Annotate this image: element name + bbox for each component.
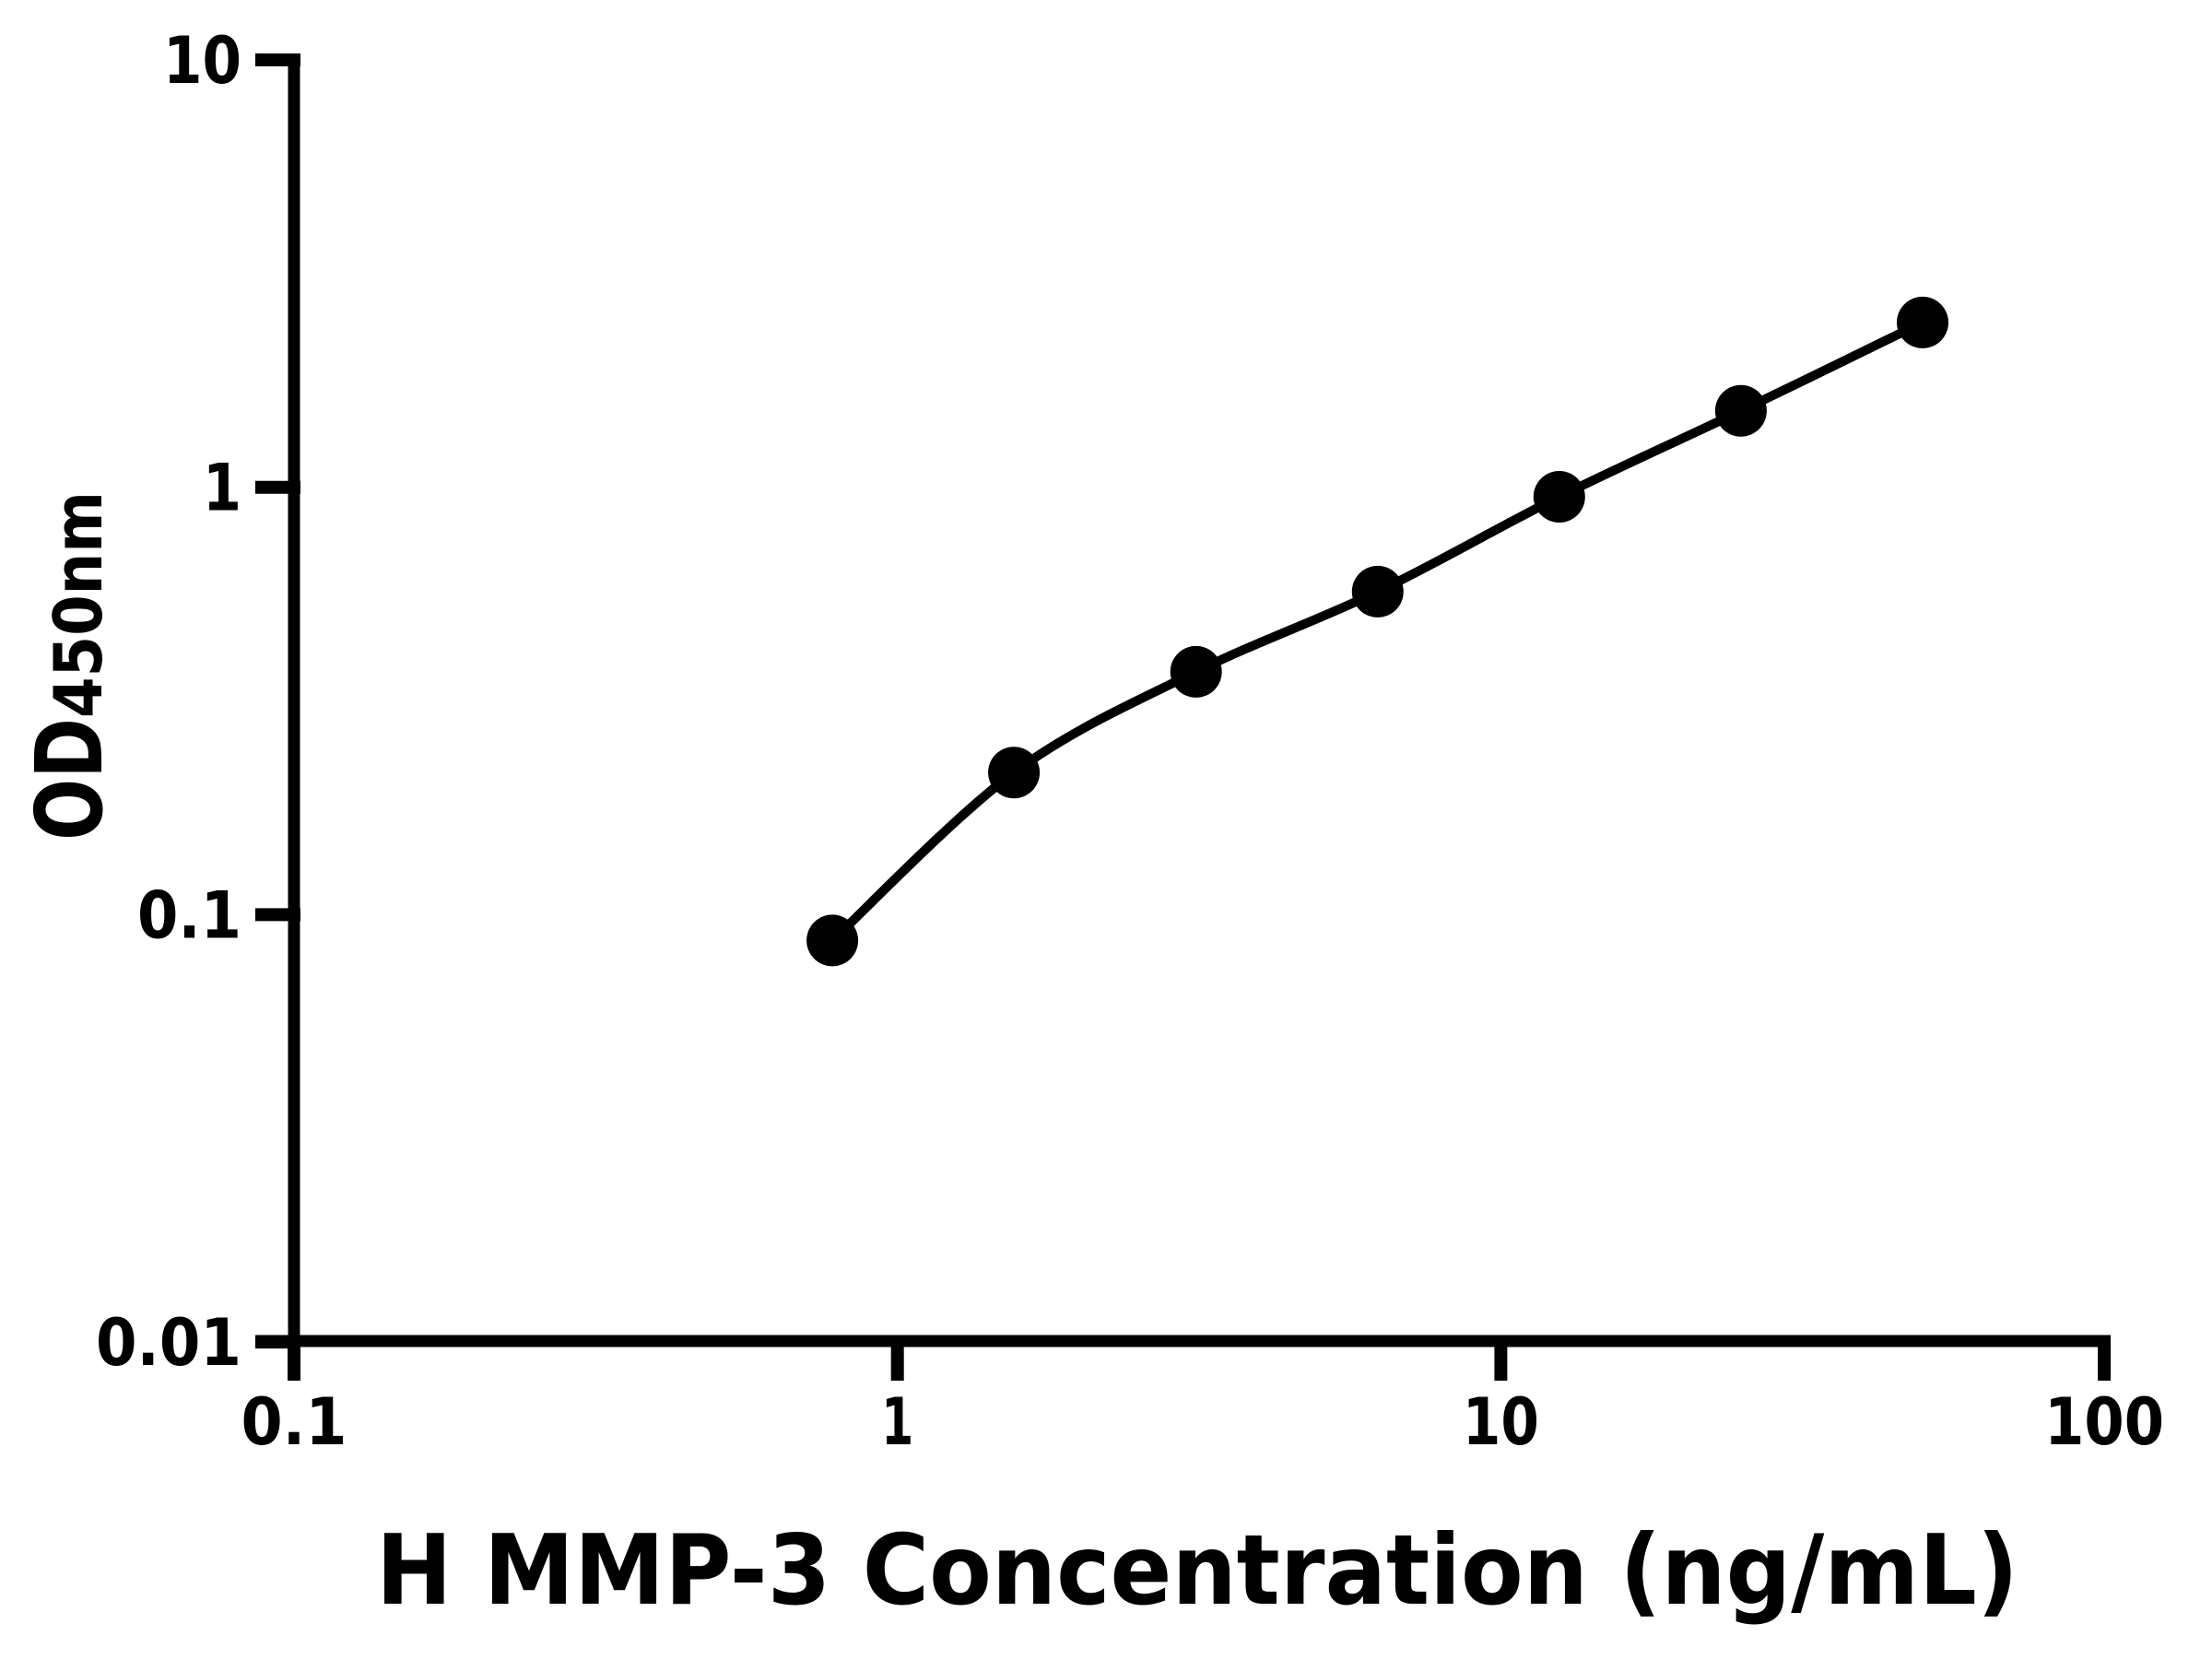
y-tick-label: 10 (163, 23, 241, 99)
y-tick-label: 0.01 (96, 1305, 241, 1381)
axes (255, 53, 2112, 1381)
x-tick-label: 0.1 (241, 1384, 347, 1460)
data-point-marker (1351, 565, 1404, 618)
data-point-marker (1533, 471, 1585, 523)
y-axis-title: OD 450nm (16, 491, 124, 841)
data-point-marker (988, 747, 1041, 799)
y-axis-tick-labels: 10 1 0.1 0.01 (96, 23, 241, 1381)
x-tick-label: 1 (881, 1384, 913, 1460)
y-tick-label: 1 (203, 451, 241, 526)
x-tick-label: 100 (2044, 1384, 2164, 1460)
x-axis-tick-labels: 0.1 1 10 100 (241, 1384, 2165, 1460)
data-point-marker (1714, 384, 1767, 437)
data-point-marker (806, 914, 859, 967)
y-tick-label: 0.1 (137, 877, 241, 953)
y-axis-title-sub: 450nm (40, 491, 117, 718)
x-axis-title: H MMP-3 Concentration (ng/mL) (376, 1514, 2018, 1627)
data-point-marker (1897, 296, 1948, 348)
data-point-marker (1170, 645, 1222, 698)
x-tick-label: 10 (1463, 1384, 1539, 1460)
y-axis-ticks (255, 53, 300, 1349)
y-axis-title-main: OD (16, 718, 124, 841)
data-points (806, 296, 1948, 967)
